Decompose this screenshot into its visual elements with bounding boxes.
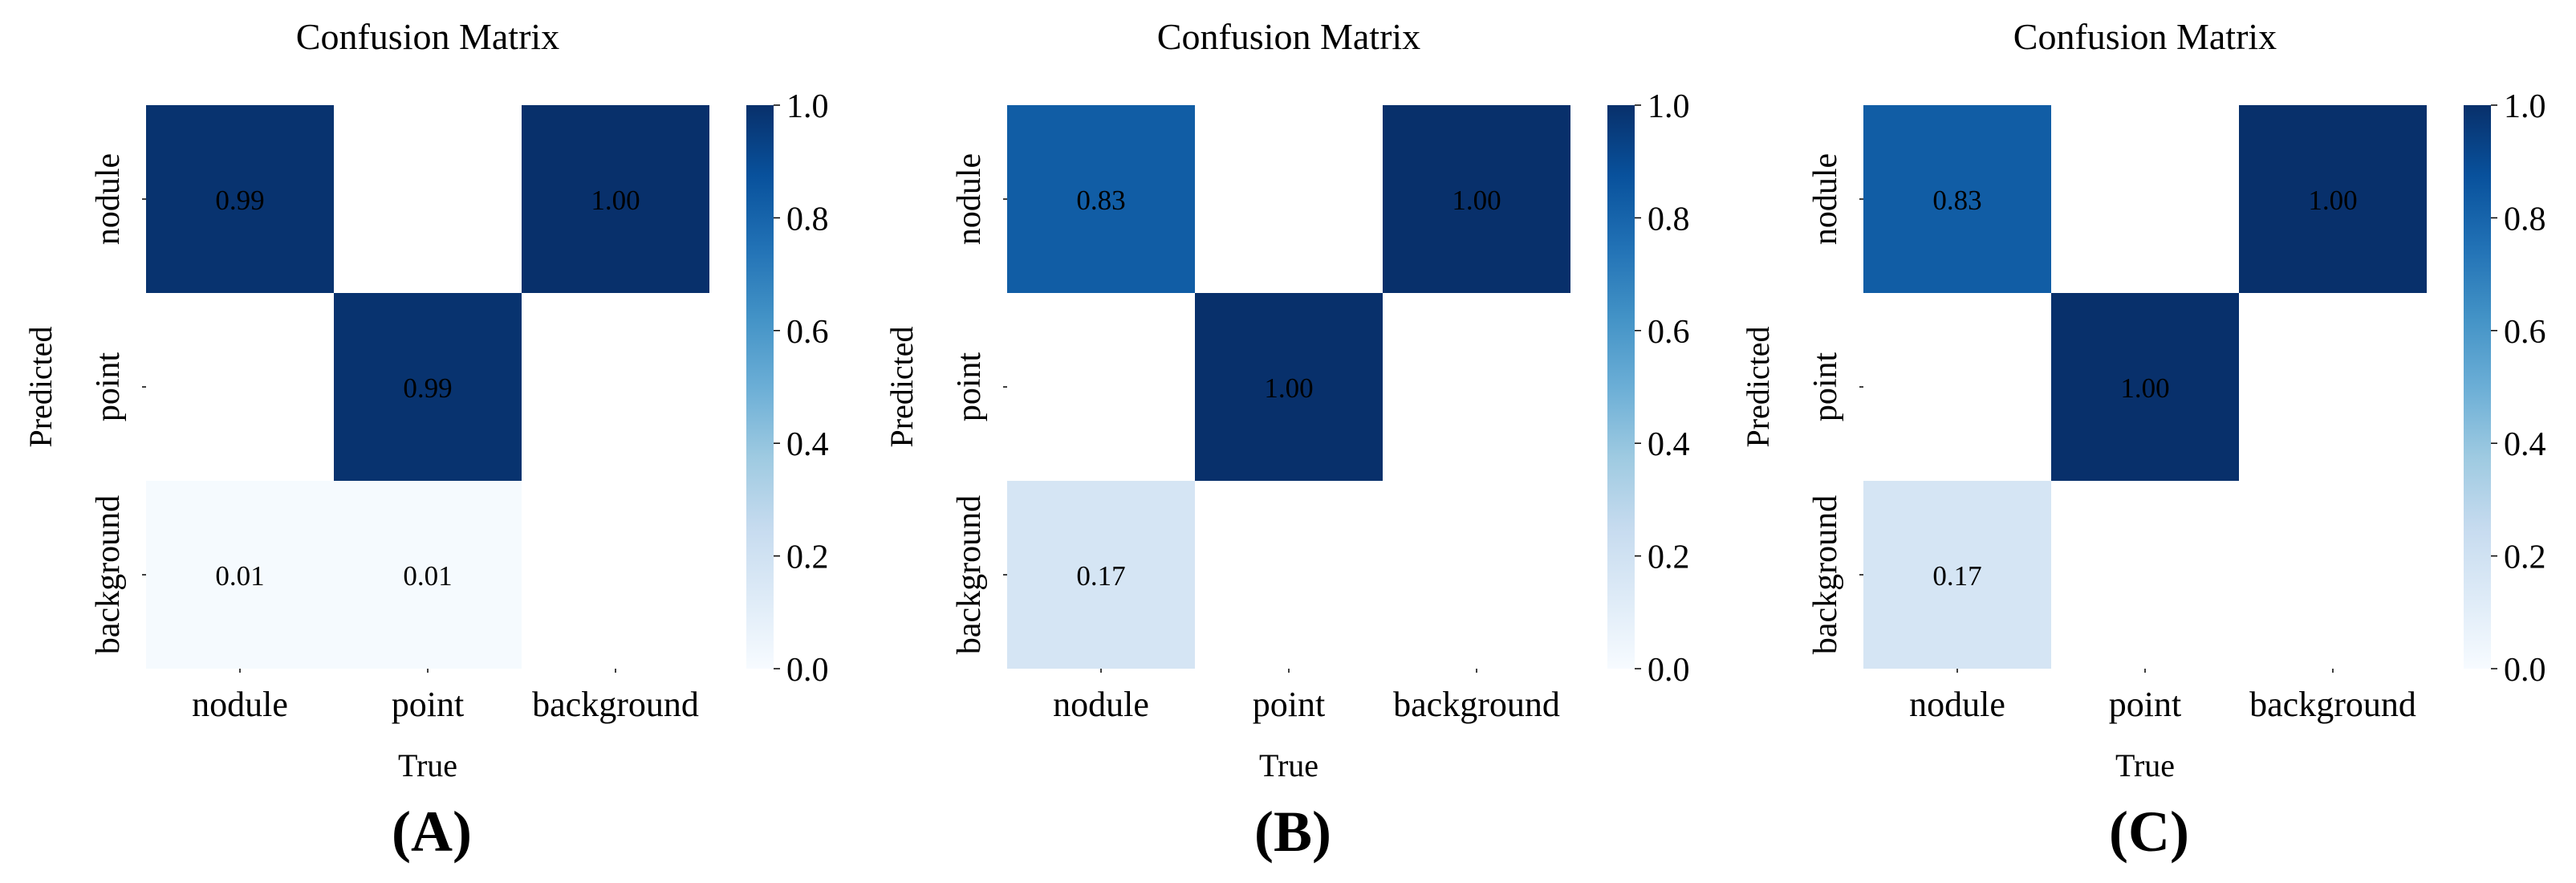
- colorbar-tick-label: 0.2: [1648, 539, 1690, 576]
- colorbar-tick-label: 0.6: [786, 314, 829, 351]
- confusion-matrix-panel-3: Confusion Matrix 0.83 1.00 1.00 0.17 nodule po…: [1740, 16, 2546, 864]
- y-tick-label: background: [90, 495, 127, 654]
- heatmap-cell: [1863, 481, 2051, 669]
- panel-label: (C): [2109, 800, 2189, 864]
- y-axis-label: Predicted: [22, 326, 59, 447]
- confusion-matrix-panel-1: Confusion Matrix 0.99 1.00 0.99 0.01 0.01 nodu…: [22, 16, 829, 864]
- colorbar-tick-label: 0.4: [2504, 426, 2546, 463]
- x-tick-label: point: [392, 685, 464, 724]
- heatmap-cell: [2051, 293, 2239, 481]
- x-tick-label: point: [2109, 685, 2181, 724]
- panel-label: (A): [392, 800, 472, 864]
- x-axis-label: True: [2115, 747, 2175, 783]
- colorbar-tick-label: 0.8: [786, 201, 829, 238]
- y-axis-label: Predicted: [884, 326, 920, 447]
- cell-value-label: 0.17: [1932, 560, 1981, 592]
- colorbar: [746, 105, 774, 669]
- chart-title: Confusion Matrix: [2013, 16, 2277, 57]
- x-axis-label: True: [398, 747, 457, 783]
- heatmap-cell: [2239, 105, 2427, 293]
- colorbar-tick-label: 0.4: [786, 426, 829, 463]
- cell-value-label: 0.99: [215, 185, 264, 216]
- cell-value-label: 1.00: [2120, 372, 2169, 404]
- x-tick-label: nodule: [192, 685, 288, 724]
- cell-value-label: 0.83: [1932, 185, 1981, 216]
- heatmap-cell: [334, 293, 522, 481]
- x-tick-label: nodule: [1909, 685, 2005, 724]
- y-tick-label: nodule: [90, 153, 127, 245]
- confusion-matrix-panel-2: Confusion Matrix 0.83 1.00 1.00 0.17 nodule po…: [884, 16, 1690, 864]
- heatmap-cell: [146, 481, 334, 669]
- colorbar-tick-label: 1.0: [2504, 88, 2546, 125]
- y-tick-label: point: [951, 352, 988, 422]
- y-tick-label: nodule: [1807, 153, 1844, 245]
- heatmap-cell: [146, 105, 334, 293]
- cell-value-label: 0.83: [1076, 185, 1125, 216]
- colorbar-tick-label: 0.2: [786, 539, 829, 576]
- chart-title: Confusion Matrix: [1157, 16, 1420, 57]
- cell-value-label: 0.01: [403, 560, 452, 592]
- colorbar-tick-label: 0.8: [2504, 201, 2546, 238]
- heatmap-cell: [1007, 105, 1195, 293]
- colorbar-tick-label: 0.6: [2504, 314, 2546, 351]
- y-tick-label: point: [90, 352, 127, 422]
- x-tick-label: nodule: [1053, 685, 1149, 724]
- colorbar: [2464, 105, 2491, 669]
- colorbar-tick-label: 0.0: [1648, 652, 1690, 689]
- x-tick-label: background: [1393, 685, 1560, 724]
- x-tick-label: background: [2249, 685, 2416, 724]
- y-tick-label: point: [1807, 352, 1844, 422]
- y-tick-label: nodule: [951, 153, 988, 245]
- x-tick-label: point: [1253, 685, 1325, 724]
- cell-value-label: 0.01: [215, 560, 264, 592]
- x-axis-label: True: [1259, 747, 1318, 783]
- colorbar-tick-label: 0.8: [1648, 201, 1690, 238]
- colorbar-tick-label: 1.0: [786, 88, 829, 125]
- panel-label: (B): [1254, 800, 1331, 864]
- chart-title: Confusion Matrix: [296, 16, 559, 57]
- cell-value-label: 0.99: [403, 372, 452, 404]
- y-tick-label: background: [1807, 495, 1844, 654]
- heatmap-cell: [1007, 481, 1195, 669]
- colorbar-tick-label: 0.6: [1648, 314, 1690, 351]
- cell-value-label: 1.00: [2308, 185, 2357, 216]
- heatmap-cell: [522, 105, 709, 293]
- cell-value-label: 0.17: [1076, 560, 1125, 592]
- heatmap-cell: [1383, 105, 1570, 293]
- colorbar-tick-label: 0.2: [2504, 539, 2546, 576]
- heatmap-cell: [1195, 293, 1383, 481]
- colorbar-tick-label: 0.0: [786, 652, 829, 689]
- colorbar: [1607, 105, 1635, 669]
- colorbar-tick-label: 1.0: [1648, 88, 1690, 125]
- y-tick-label: background: [951, 495, 988, 654]
- cell-value-label: 1.00: [1452, 185, 1501, 216]
- y-axis-label: Predicted: [1740, 326, 1776, 447]
- heatmap-cell: [1863, 105, 2051, 293]
- x-tick-label: background: [532, 685, 699, 724]
- cell-value-label: 1.00: [1264, 372, 1313, 404]
- colorbar-tick-label: 0.0: [2504, 652, 2546, 689]
- colorbar-tick-label: 0.4: [1648, 426, 1690, 463]
- heatmap-cell: [334, 481, 522, 669]
- cell-value-label: 1.00: [591, 185, 640, 216]
